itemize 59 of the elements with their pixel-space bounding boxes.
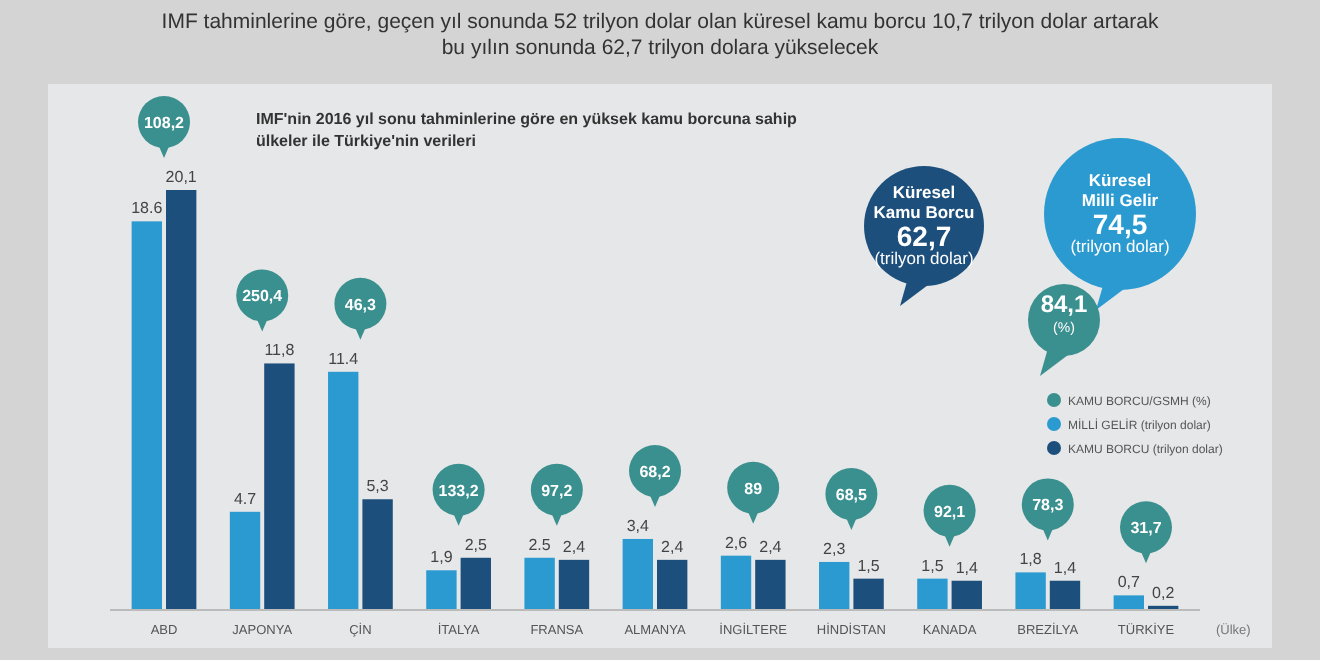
data-label: 0,2 (1152, 583, 1176, 602)
data-label: 4.7 (233, 489, 258, 508)
data-label: 1,4 (1053, 558, 1078, 577)
bar (460, 557, 491, 610)
bar (1113, 595, 1144, 610)
text: 108,2 (143, 114, 186, 132)
bar (1049, 580, 1081, 610)
data-label: 2,6 (724, 533, 749, 552)
data-label: 2,4 (759, 537, 783, 556)
annotation: 133,2 (438, 481, 480, 500)
bar (917, 578, 948, 610)
annotation: 89 (744, 479, 764, 498)
bar (166, 190, 197, 610)
data-label: 1,4 (955, 558, 979, 577)
bar (426, 570, 457, 610)
annotation: 68,5 (835, 485, 869, 504)
data-label: 3,4 (626, 516, 651, 535)
data-label: 18.6 (131, 199, 164, 218)
bar (657, 559, 688, 610)
annotation: 92,1 (934, 502, 967, 521)
bar (1015, 572, 1046, 610)
chart-subtitle: IMF'nin 2016 yıl sonu tahminlerine göre en yüksek kamu borcuna sahip ülkeler ile Türkiye'nin verileri (256, 110, 798, 150)
bar (229, 511, 261, 610)
annotation: 46,3 (344, 295, 378, 314)
bar (264, 363, 295, 610)
data-label: 2,4 (562, 537, 587, 556)
bar (853, 578, 884, 610)
data-label: 2,3 (823, 539, 847, 558)
annotation: 250,4 (242, 287, 284, 306)
annotation: 31,7 (1130, 519, 1163, 538)
data-label: 1,9 (430, 548, 454, 567)
chart-title: IMF tahminlerine göre, geçen yıl sonunda 52 trilyon dolar olan küresel kamu borcu 10,7 trilyon dolar artarak bu yılın sonunda 62,7 trilyon dolara yükselecek (161, 10, 1160, 60)
annotation: Küresel Milli Gelir 74,5 (trilyon dolar) (1070, 170, 1170, 256)
bar (362, 499, 393, 610)
bar (720, 555, 752, 610)
data-label: 2,4 (661, 537, 685, 556)
annotation: Küresel Kamu Borcu 62,7 (trilyon dolar) (873, 182, 975, 268)
bar (622, 538, 653, 610)
data-label: 11,8 (264, 341, 296, 360)
data-label: 11.4 (328, 349, 360, 368)
bar (328, 371, 359, 610)
data-label: 2.5 (528, 535, 552, 554)
data-label: 2,5 (464, 535, 489, 554)
annotation: 97,2 (541, 481, 574, 500)
bar (951, 580, 982, 610)
annotation: 68,2 (639, 462, 672, 481)
bar (558, 559, 590, 610)
bar (524, 557, 555, 610)
data-label: 1,5 (857, 556, 881, 575)
data-label: 1,5 (921, 556, 945, 575)
data-label: 20,1 (165, 168, 198, 186)
bar (131, 221, 163, 610)
data-label: 5,3 (366, 477, 390, 496)
bar (755, 559, 786, 610)
annotation: 84,1 (%) (1040, 290, 1088, 336)
data-label: 1,8 (1019, 550, 1043, 569)
bar (819, 561, 850, 610)
data-label: 0,7 (1117, 573, 1142, 592)
annotation: 78,3 (1032, 496, 1065, 515)
